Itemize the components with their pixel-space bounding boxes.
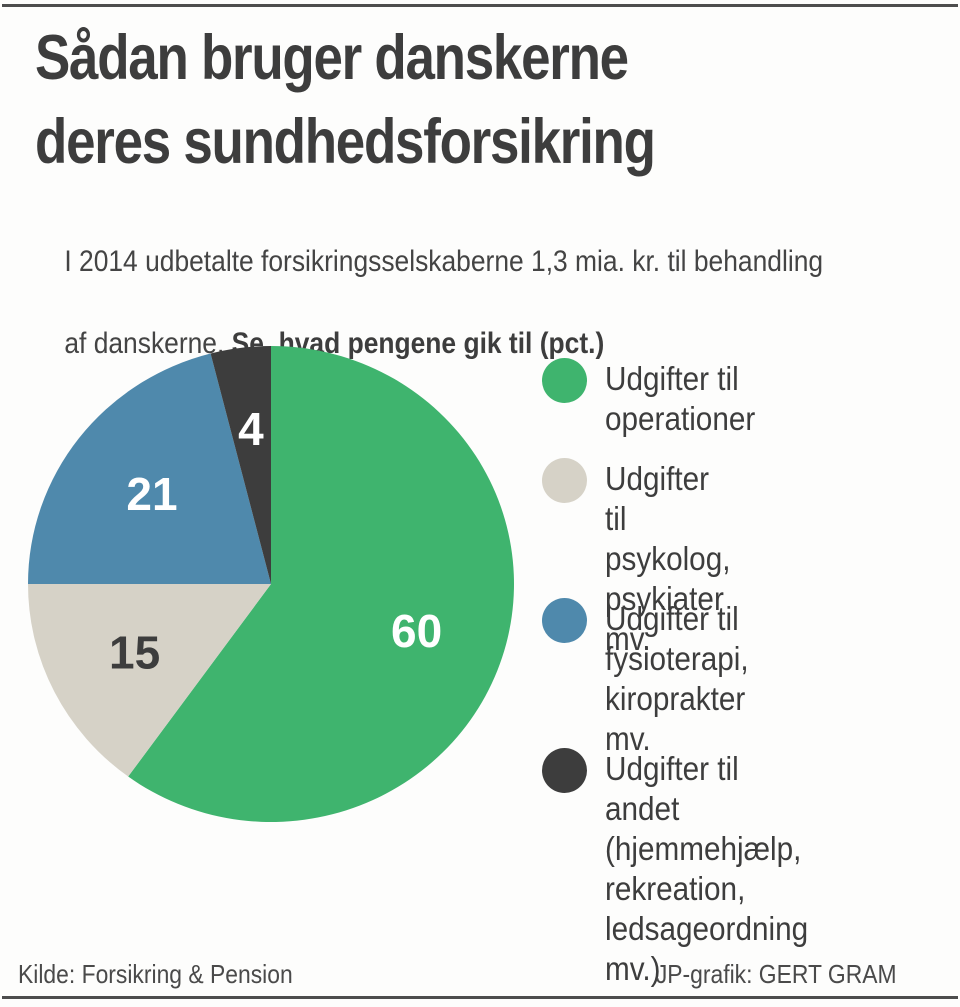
pie-slice-andet [210,346,271,584]
pie-chart: 60 15 21 4 [28,346,514,822]
subtitle-line-1: I 2014 udbetalte forsikringsselskaberne … [64,245,824,278]
subtitle-line-2-regular: af danskerne. [64,327,232,360]
page-title: Sådan bruger danskerne deres sundhedsfor… [35,16,773,184]
pie-value-label-psykolog: 15 [109,627,160,679]
pie-slice-fysioterapi [28,353,271,584]
legend-swatch-andet-icon [542,748,587,793]
top-rule [2,4,958,7]
pie-slice-psykolog [28,584,271,777]
legend-swatch-operationer-icon [542,358,587,403]
legend-swatch-fysioterapi-icon [542,598,587,643]
legend-item-psykolog: Udgifter til psykolog, psykiater mv. [542,458,744,659]
pie-slice-operationer [128,346,514,822]
legend-swatch-psykolog-icon [542,458,587,503]
pie-value-label-operationer: 60 [391,605,442,657]
pie-value-label-andet: 4 [238,403,264,455]
bottom-rule [2,996,958,999]
legend-label-operationer: Udgifter til operationer [605,360,756,437]
legend-label-andet: Udgifter til andet (hjemmehjælp, rekreat… [605,750,809,987]
source-credit: Kilde: Forsikring & Pension [18,959,293,989]
legend-item-operationer: Udgifter til operationer [542,358,772,439]
pie-value-label-fysioterapi: 21 [126,468,177,520]
title-line-1: Sådan bruger danskerne [35,23,629,93]
graphic-credit: JP-grafik: GERT GRAM [656,959,897,989]
legend-item-fysioterapi: Udgifter til fysioterapi, kiroprakter mv… [542,598,765,759]
subtitle: I 2014 udbetalte forsikringsselskaberne … [35,200,823,405]
legend-label-psykolog: Udgifter til psykolog, psykiater mv. [605,460,731,657]
legend-item-andet: Udgifter til andet (hjemmehjælp, rekreat… [542,748,831,989]
title-line-2: deres sundhedsforsikring [35,107,656,177]
legend-label-fysioterapi: Udgifter til fysioterapi, kiroprakter mv… [605,600,749,757]
